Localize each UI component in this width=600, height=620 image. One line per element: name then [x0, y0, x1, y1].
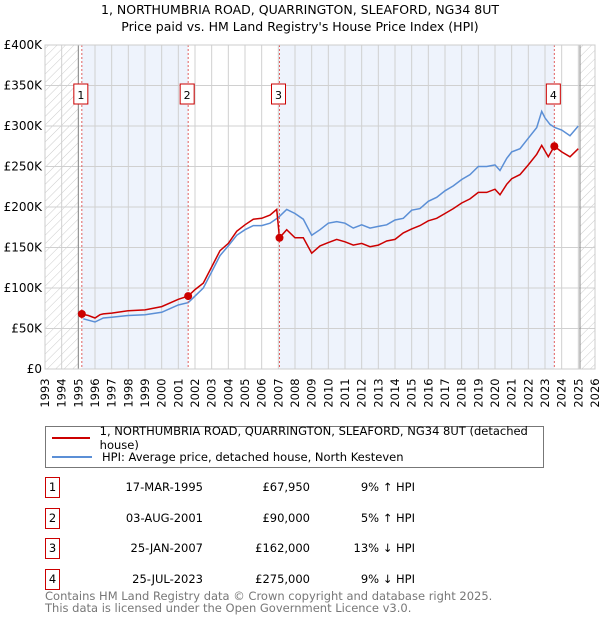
legend-item-property: 1, NORTHUMBRIA ROAD, QUARRINGTON, SLEAFO… [46, 424, 543, 452]
x-tick-label: 2009 [305, 378, 319, 407]
x-tick-label: 2026 [588, 378, 600, 407]
x-tick-label: 1999 [138, 378, 152, 407]
x-tick-label: 1993 [38, 378, 52, 407]
sale-number: 1 [45, 477, 60, 498]
x-tick-label: 2015 [405, 378, 419, 407]
x-tick-label: 2003 [205, 378, 219, 407]
x-tick-label: 2023 [538, 378, 552, 407]
y-tick-label: £200K [4, 200, 44, 214]
x-tick-label: 2010 [321, 378, 335, 407]
sale-hpi-diff: 9% ↓ HPI [360, 571, 415, 586]
x-tick-label: 2013 [371, 378, 385, 407]
sale-label-box [545, 83, 561, 105]
y-tick-label: £250K [4, 160, 44, 174]
x-tick-label: 2019 [471, 378, 485, 407]
legend-label: 1, NORTHUMBRIA ROAD, QUARRINGTON, SLEAFO… [99, 424, 528, 452]
x-tick-label: 1995 [71, 378, 85, 407]
x-tick-label: 2012 [355, 378, 369, 407]
plot-border [44, 44, 596, 370]
legend: 1, NORTHUMBRIA ROAD, QUARRINGTON, SLEAFO… [45, 424, 544, 468]
footer-copyright: Contains HM Land Registry data © Crown c… [45, 589, 493, 603]
sale-label-box [179, 83, 195, 105]
footer-licence: This data is licensed under the Open Gov… [45, 601, 412, 615]
y-tick-label: £100K [4, 281, 44, 295]
blue-line-swatch [52, 456, 92, 458]
x-tick-label: 2018 [455, 378, 469, 407]
sale-label: 1 [77, 89, 84, 102]
sale-point [184, 292, 193, 301]
sale-point [550, 142, 559, 151]
x-tick-label: 2017 [438, 378, 452, 407]
sale-price: £67,950 [262, 480, 310, 494]
chart-subtitle: Price paid vs. HM Land Registry's House … [121, 19, 479, 34]
x-tick-label: 2001 [171, 378, 185, 407]
y-tick-label: £150K [4, 241, 44, 255]
sale-price: £90,000 [262, 510, 310, 525]
sale-label-box [271, 83, 286, 105]
x-tick-label: 2022 [521, 378, 535, 407]
y-tick-label: £50K [11, 322, 43, 336]
sale-hpi-diff: 13% ↓ HPI [353, 541, 415, 555]
hpi-line [83, 109, 579, 323]
x-tick-label: 2007 [271, 378, 285, 407]
y-tick-label: £300K [4, 119, 44, 133]
x-tick-label: 2011 [338, 378, 352, 407]
y-tick-label: £400K [4, 38, 44, 52]
x-tick-label: 2016 [421, 378, 435, 407]
sale-number: 2 [45, 507, 60, 529]
x-tick-label: 2020 [488, 378, 502, 407]
sale-label: 2 [184, 89, 191, 102]
x-tick-label: 2002 [188, 378, 202, 407]
red-line-swatch [52, 437, 90, 439]
sale-price: £162,000 [255, 541, 310, 555]
y-tick-label: £0 [27, 362, 42, 376]
sale-price: £275,000 [255, 571, 310, 586]
x-tick-label: 2005 [238, 378, 252, 407]
sale-date: 25-JAN-2007 [130, 541, 204, 555]
legend-label: HPI: Average price, detached house, Nort… [102, 450, 404, 464]
x-tick-label: 2004 [221, 378, 235, 407]
sale-label: 4 [550, 89, 557, 102]
price-chart: 1 2 3 4 1993 1994 1995 1996 1997 1998 1999 2000 2001… [4, 38, 600, 408]
sale-date: 25-JUL-2023 [132, 571, 203, 586]
y-tick-label: £350K [4, 79, 44, 93]
sale-label-box [73, 83, 89, 105]
sale-date: 17-MAR-1995 [125, 480, 203, 494]
x-tick-label: 1997 [105, 378, 119, 407]
sale-hpi-diff: 5% ↑ HPI [360, 510, 415, 525]
sale-date: 03-AUG-2001 [125, 510, 203, 525]
x-tick-label: 2006 [255, 378, 269, 407]
x-tick-label: 2008 [288, 378, 302, 407]
x-tick-label: 1998 [121, 378, 135, 407]
sale-label: 3 [275, 89, 282, 102]
x-tick-label: 1996 [88, 378, 102, 407]
sale-number: 3 [45, 538, 60, 559]
x-tick-label: 2024 [555, 378, 569, 407]
x-tick-label: 2014 [388, 378, 402, 407]
chart-title: 1, NORTHUMBRIA ROAD, QUARRINGTON, SLEAFO… [101, 2, 499, 17]
x-tick-label: 2000 [155, 378, 169, 407]
x-tick-label: 2021 [505, 378, 519, 407]
sale-number: 4 [45, 568, 60, 590]
sale-point [275, 233, 284, 242]
x-tick-label: 2025 [571, 378, 585, 407]
sale-hpi-diff: 9% ↑ HPI [360, 480, 415, 494]
x-tick-label: 1994 [55, 378, 69, 407]
sale-point [77, 309, 86, 318]
legend-item-hpi: HPI: Average price, detached house, Nort… [46, 448, 404, 466]
